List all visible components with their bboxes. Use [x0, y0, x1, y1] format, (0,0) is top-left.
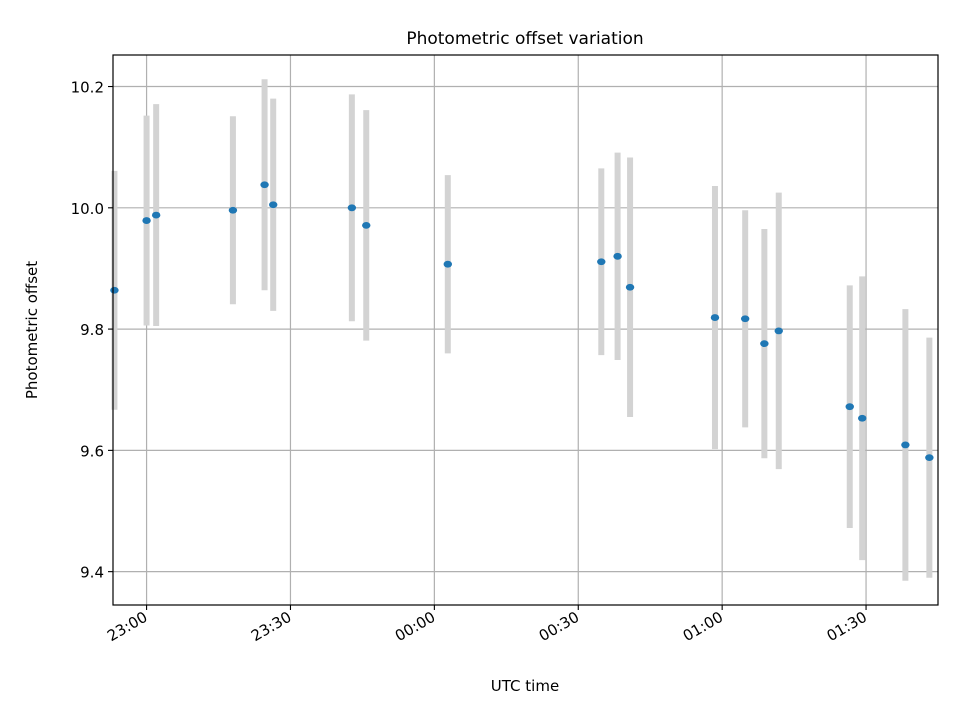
- data-point: [710, 314, 720, 321]
- error-bars: [111, 79, 933, 581]
- y-tick-label: 9.4: [80, 564, 104, 582]
- y-tick-label: 10.2: [71, 79, 104, 97]
- grid: [113, 55, 938, 605]
- data-point: [625, 283, 635, 291]
- data-point: [151, 211, 161, 219]
- data-point: [740, 315, 750, 323]
- plot-frame: [112, 54, 939, 606]
- data-point: [362, 221, 371, 229]
- data-point: [597, 258, 606, 266]
- data-point: [443, 260, 452, 268]
- data-point: [228, 206, 238, 214]
- x-tick-label: 00:00: [392, 608, 438, 645]
- data-point: [845, 403, 854, 411]
- x-axis-label: UTC time: [491, 677, 559, 695]
- data-point: [142, 217, 151, 224]
- y-tick-label: 9.6: [80, 442, 104, 460]
- x-tick-label: 23:00: [104, 608, 150, 645]
- chart-title: Photometric offset variation: [406, 29, 643, 49]
- data-point: [760, 340, 769, 348]
- x-tick-label: 00:30: [536, 608, 582, 645]
- x-tick-label: 01:00: [680, 608, 726, 645]
- data-point: [925, 454, 934, 462]
- x-axis: 23:00 23:30 00:00 00:30 01:00 01:30: [104, 605, 870, 645]
- x-tick-label: 01:30: [824, 608, 870, 645]
- data-point: [901, 441, 910, 449]
- data-point: [613, 252, 622, 260]
- y-axis: 9.4 9.6 9.8 10.0 10.2: [71, 79, 113, 582]
- y-axis-label: Photometric offset: [23, 261, 41, 399]
- data-point: [110, 286, 119, 294]
- data-points: [110, 181, 934, 462]
- data-point: [269, 201, 278, 209]
- data-point: [347, 204, 357, 212]
- x-tick-label: 23:30: [248, 608, 294, 645]
- data-point: [858, 414, 867, 422]
- data-point: [774, 327, 783, 335]
- y-tick-label: 10.0: [71, 200, 104, 218]
- y-tick-label: 9.8: [80, 321, 104, 339]
- data-point: [260, 181, 269, 189]
